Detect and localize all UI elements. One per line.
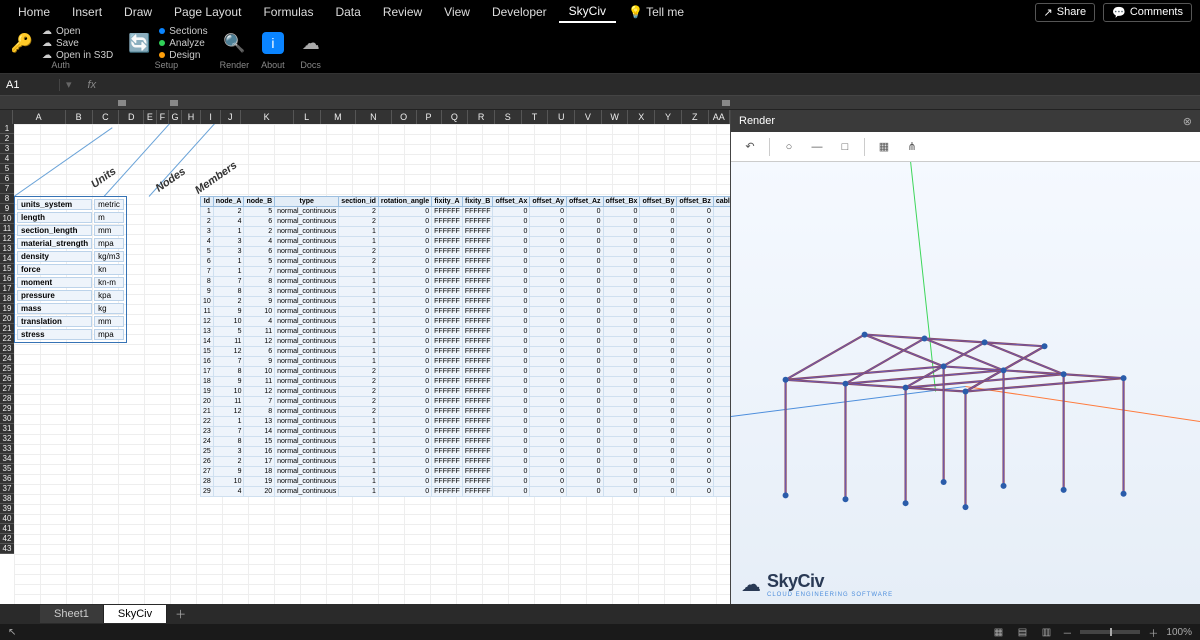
zoom-value[interactable]: 100% [1166, 627, 1192, 638]
ruler-strip [0, 96, 1200, 110]
menubar: HomeInsertDrawPage LayoutFormulasDataRev… [0, 0, 1200, 24]
render-close-icon[interactable]: ⊗ [1183, 115, 1192, 128]
col-X[interactable]: X [628, 110, 655, 124]
col-AA[interactable]: AA [709, 110, 730, 124]
col-R[interactable]: R [468, 110, 495, 124]
menu-insert[interactable]: Insert [62, 2, 112, 22]
col-E[interactable]: E [144, 110, 157, 124]
ribbon-design[interactable]: Design [159, 50, 207, 61]
ribbon-save[interactable]: ☁ Save [42, 38, 113, 49]
formula-bar: A1 ▾ fx [0, 74, 1200, 96]
col-J[interactable]: J [221, 110, 241, 124]
col-H[interactable]: H [182, 110, 202, 124]
render-icon[interactable]: 🔍 [220, 29, 248, 57]
docs-icon[interactable]: ☁ [297, 29, 325, 57]
col-Y[interactable]: Y [655, 110, 682, 124]
menu-page-layout[interactable]: Page Layout [164, 2, 251, 22]
status-bar: ↖ ▦ ▤ ▥ － ＋ 100% [0, 624, 1200, 640]
ribbon-about[interactable]: i About [261, 26, 285, 70]
skyciv-logo: ☁ SkyCivCLOUD ENGINEERING SOFTWARE [741, 571, 893, 598]
ribbon-docs[interactable]: ☁ Docs [297, 26, 325, 70]
comments-button[interactable]: 💬 Comments [1103, 3, 1192, 22]
view-normal-icon[interactable]: ▦ [990, 627, 1006, 638]
col-B[interactable]: B [66, 110, 93, 124]
col-D[interactable]: D [119, 110, 144, 124]
formula-input[interactable] [106, 77, 1200, 92]
col-C[interactable]: C [93, 110, 120, 124]
about-icon[interactable]: i [262, 32, 284, 54]
grid-icon[interactable]: ▦ [871, 136, 897, 158]
col-P[interactable]: P [417, 110, 442, 124]
cloud-icon: ☁ [741, 572, 761, 597]
col-W[interactable]: W [602, 110, 629, 124]
col-U[interactable]: U [548, 110, 575, 124]
undo-icon[interactable]: ↶ [737, 136, 763, 158]
col-V[interactable]: V [575, 110, 602, 124]
spreadsheet[interactable]: ABCDEFGHIJKLMNOPQRSTUVWXYZAA 12345678910… [0, 110, 730, 604]
col-O[interactable]: O [392, 110, 417, 124]
col-L[interactable]: L [294, 110, 321, 124]
ribbon-open[interactable]: ☁ Open [42, 26, 113, 37]
fx-label: fx [78, 79, 107, 91]
ribbon-setup: 🔄 Sections Analyze Design Setup [125, 26, 207, 70]
render-panel: Render ⊗ ↶ ○ — □ ▦ ⋔ ☁ SkyCivCLOUD ENGIN… [730, 110, 1200, 604]
menu-view[interactable]: View [434, 2, 480, 22]
tab-skyciv[interactable]: SkyCiv [104, 605, 167, 623]
menu-home[interactable]: Home [8, 2, 60, 22]
ribbon-sections[interactable]: Sections [159, 26, 207, 37]
col-F[interactable]: F [157, 110, 170, 124]
col-T[interactable]: T [522, 110, 549, 124]
diagonal-labels: Units Nodes Members [14, 124, 214, 196]
col-I[interactable]: I [201, 110, 221, 124]
menu-review[interactable]: Review [373, 2, 432, 22]
ribbon-open-s3d[interactable]: ☁ Open in S3D [42, 50, 113, 61]
menu-formulas[interactable]: Formulas [253, 2, 323, 22]
col-G[interactable]: G [169, 110, 182, 124]
square-icon[interactable]: □ [832, 136, 858, 158]
zoom-out-icon[interactable]: － [1062, 625, 1072, 640]
row-headers[interactable]: 1234567891011121314151617181920212223242… [0, 124, 14, 554]
menu-draw[interactable]: Draw [114, 2, 162, 22]
col-M[interactable]: M [321, 110, 357, 124]
axes-icon[interactable]: ⋔ [899, 136, 925, 158]
menu-tell-me[interactable]: 💡 Tell me [618, 2, 694, 22]
minus-icon[interactable]: — [804, 136, 830, 158]
col-A[interactable]: A [13, 110, 66, 124]
menu-developer[interactable]: Developer [482, 2, 557, 22]
auth-key-icon[interactable]: 🔑 [8, 29, 36, 57]
ribbon: 🔑 ☁ Open ☁ Save ☁ Open in S3D Auth 🔄 Sec… [0, 24, 1200, 74]
col-Z[interactable]: Z [682, 110, 709, 124]
ribbon-render[interactable]: 🔍 Render [220, 26, 250, 70]
members-table[interactable]: Idnode_Anode_Btypesection_idrotation_ang… [200, 196, 730, 497]
circle-icon[interactable]: ○ [776, 136, 802, 158]
view-break-icon[interactable]: ▥ [1038, 627, 1054, 638]
add-sheet-button[interactable]: ＋ [167, 603, 194, 625]
render-canvas[interactable]: ☁ SkyCivCLOUD ENGINEERING SOFTWARE [731, 162, 1200, 604]
view-page-icon[interactable]: ▤ [1014, 627, 1030, 638]
render-title: Render [739, 115, 775, 127]
share-button[interactable]: ↗ Share [1035, 3, 1096, 22]
menu-skyciv[interactable]: SkyCiv [559, 1, 616, 23]
status-cursor-icon: ↖ [8, 627, 16, 638]
col-S[interactable]: S [495, 110, 522, 124]
ribbon-analyze[interactable]: Analyze [159, 38, 207, 49]
zoom-in-icon[interactable]: ＋ [1148, 625, 1158, 640]
ribbon-auth: 🔑 ☁ Open ☁ Save ☁ Open in S3D Auth [8, 26, 113, 70]
col-K[interactable]: K [241, 110, 294, 124]
render-toolbar: ↶ ○ — □ ▦ ⋔ [731, 132, 1200, 162]
cell-reference[interactable]: A1 [0, 79, 60, 91]
tab-sheet1[interactable]: Sheet1 [40, 605, 104, 623]
units-table[interactable]: units_systemmetriclengthmsection_lengthm… [14, 196, 127, 343]
column-headers[interactable]: ABCDEFGHIJKLMNOPQRSTUVWXYZAA [0, 110, 730, 124]
col-N[interactable]: N [356, 110, 392, 124]
scene-svg [731, 162, 1200, 601]
menu-data[interactable]: Data [325, 2, 370, 22]
col-Q[interactable]: Q [442, 110, 469, 124]
sheet-tabs: Sheet1SkyCiv ＋ [0, 604, 1200, 624]
setup-icon[interactable]: 🔄 [125, 29, 153, 57]
